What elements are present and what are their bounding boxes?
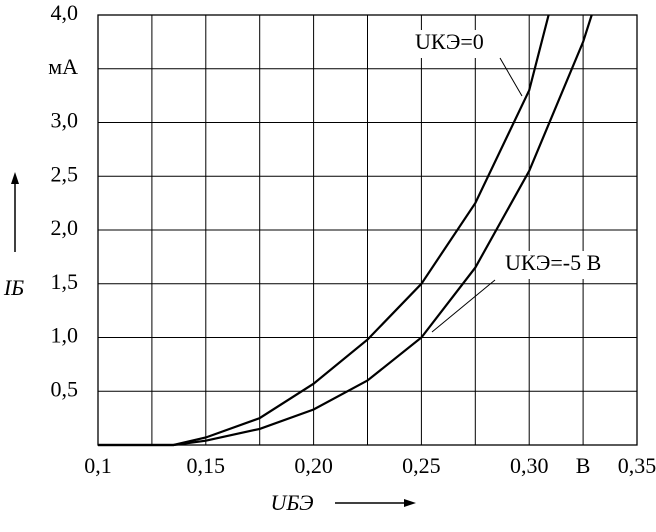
x-tick-label: 0,1 [84, 453, 112, 478]
x-tick-label: 0,15 [187, 453, 226, 478]
y-tick-label: 1,5 [51, 269, 79, 294]
y-tick-label: 2,5 [51, 161, 79, 186]
label-bg [501, 251, 629, 279]
y-arrow-head [11, 172, 19, 184]
y-tick-label: 0,5 [51, 376, 79, 401]
series-label: UКЭ=-5 В [505, 250, 601, 275]
x-tick-label: 0,30 [510, 453, 549, 478]
y-tick-label: 1,0 [51, 323, 79, 348]
series-label: UКЭ=0 [415, 29, 484, 54]
curve [98, 14, 550, 447]
curve [98, 14, 593, 447]
x-axis-label: UБЭ [271, 490, 314, 515]
y-tick-label: 3,0 [51, 108, 79, 133]
x-tick-label: В [576, 453, 591, 478]
x-arrow-head [404, 499, 416, 507]
x-tick-label: 0,25 [402, 453, 441, 478]
y-axis-label: IБ [3, 275, 24, 300]
leader-line [431, 279, 496, 333]
label-bg [411, 30, 499, 58]
y-tick-label: 4,0 [51, 0, 79, 25]
leader-line [499, 57, 523, 97]
y-tick-label: мА [48, 54, 78, 79]
x-tick-label: 0,35 [618, 453, 656, 478]
y-tick-label: 2,0 [51, 215, 79, 240]
x-tick-label: 0,20 [294, 453, 333, 478]
